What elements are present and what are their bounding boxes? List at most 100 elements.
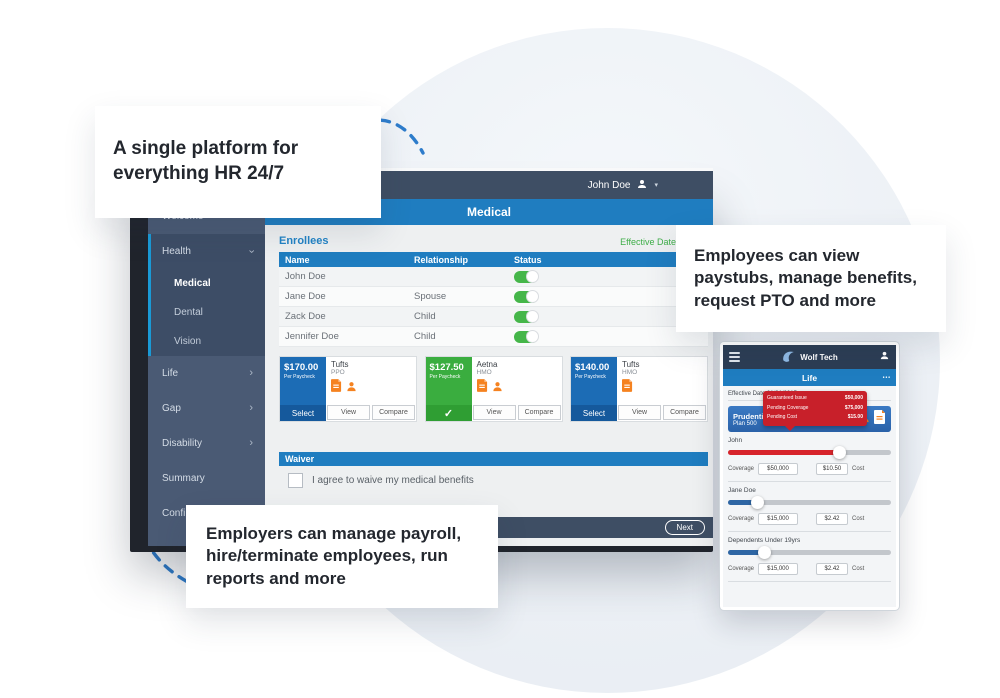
coverage-slider-dependents [728,546,891,559]
plan-card-tufts-ppo: $170.00 Per Paycheck Select Tufts PPO [279,356,417,422]
user-icon[interactable] [636,178,648,193]
cost-value-field[interactable]: $2.42 [816,563,849,575]
divider [728,581,891,582]
column-status: Status [514,254,542,265]
column-relationship: Relationship [414,254,469,265]
desktop-app-window: John Doe ▾ Welcome › Health › Medical De… [148,168,713,546]
cost-value-field[interactable]: $10.50 [816,463,849,475]
chevron-down-icon: › [245,249,258,254]
slider-handle[interactable] [832,446,846,459]
selected-checkmark-icon[interactable]: ✓ [425,405,472,421]
plan-card-tufts-hmo: $140.00 Per Paycheck Select Tufts HMO [570,356,708,422]
view-button[interactable]: View [472,405,516,420]
sidebar-item-life[interactable]: Life › [162,367,253,380]
compare-button[interactable]: Compare [517,405,561,420]
plan-type: HMO [622,369,638,376]
select-plan-button[interactable]: Select [571,405,617,421]
slider-track[interactable] [728,550,891,555]
effective-date-label: Effective Date [620,237,676,247]
plan-cards: $170.00 Per Paycheck Select Tufts PPO [279,356,708,422]
slider-track[interactable] [728,500,891,505]
document-icon[interactable] [622,379,633,397]
callout-employees: Employees can view paystubs, manage bene… [676,225,946,333]
user-icon[interactable] [879,348,890,366]
status-toggle[interactable] [514,269,539,283]
provider-person-icon[interactable] [492,379,503,397]
sidebar-item-gap[interactable]: Gap › [162,402,253,415]
sidebar-item-health[interactable]: Health › [162,246,258,257]
document-icon[interactable] [874,409,886,429]
plan-carrier: Tufts [331,360,349,369]
table-row: John Doe [279,267,708,287]
chevron-right-icon: › [249,367,253,379]
waiver-checkbox-label: I agree to waive my medical benefits [312,475,474,486]
callout-employers: Employers can manage payroll, hire/termi… [186,505,498,609]
plan-carrier: Aetna [476,360,498,369]
plan-price-period: Per Paycheck [429,374,461,380]
plan-price-period: Per Paycheck [284,374,315,380]
document-icon[interactable] [476,379,488,397]
coverage-value-field[interactable]: $15,000 [758,513,799,525]
compare-button[interactable]: Compare [663,405,706,420]
status-toggle[interactable] [514,289,539,303]
document-icon[interactable] [331,379,342,397]
provider-person-icon[interactable] [346,379,357,397]
callout-platform: A single platform for everything HR 24/7 [95,106,381,219]
slider-handle[interactable] [757,546,771,559]
coverage-value-field[interactable]: $15,000 [758,563,799,575]
coverage-tooltip: Guaranteed Issue $50,000 Pending Coverage… [763,391,867,430]
mobile-plan-name: Prudential Life [733,411,786,421]
sidebar-item-summary[interactable]: Summary [162,473,205,484]
overflow-menu-icon[interactable]: ••• [882,374,891,381]
compare-button[interactable]: Compare [372,405,415,420]
sidebar-item-medical[interactable]: Medical [174,278,211,289]
coverage-row: Coverage $50,000 $10.50 Cost [728,463,891,475]
slider-handle[interactable] [751,496,765,509]
cost-value-field[interactable]: $2.42 [816,513,849,525]
chevron-right-icon: › [249,437,253,449]
waiver-section-title: Waiver [279,452,708,466]
plan-type: PPO [331,369,345,376]
table-row: Jane Doe Spouse [279,287,708,307]
plan-price: $140.00 [575,362,610,373]
topbar-username[interactable]: John Doe [587,179,631,191]
mobile-topbar: Wolf Tech [723,345,896,369]
sidebar-nav: Welcome › Health › Medical Dental Vision… [148,199,265,546]
divider [728,481,891,482]
sidebar-group-health: Health › Medical Dental Vision [148,234,265,356]
wolf-logo-icon [781,349,796,366]
sidebar-item-vision[interactable]: Vision [174,336,202,347]
slider-label-dependents: Dependents Under 19yrs [728,537,801,544]
main-content: Medical Enrollees Effective Date Name Re… [265,199,713,546]
plan-price-period: Per Paycheck [575,374,606,380]
sidebar-item-dental[interactable]: Dental [174,307,203,318]
coverage-row: Coverage $15,000 $2.42 Cost [728,563,891,575]
waiver-checkbox[interactable] [288,473,303,488]
divider [728,531,891,532]
view-button[interactable]: View [327,405,370,420]
select-plan-button[interactable]: Select [280,405,326,421]
status-toggle[interactable] [514,329,539,343]
plan-carrier: Tufts [622,360,640,369]
chevron-right-icon: › [249,402,253,414]
status-toggle[interactable] [514,309,539,323]
plan-price: $170.00 [284,362,319,373]
app-name: Wolf Tech [800,352,838,362]
slider-label-john: John [728,437,743,444]
mobile-app-window: Wolf Tech Life ••• Effective Date 01/01/… [719,341,900,611]
next-button[interactable]: Next [664,520,705,535]
table-row: Jennifer Doe Child [279,327,708,347]
hamburger-menu-icon[interactable] [729,352,740,362]
mobile-plan-number: Plan 500 [733,420,757,427]
view-button[interactable]: View [618,405,661,420]
coverage-value-field[interactable]: $50,000 [758,463,799,475]
coverage-slider-john [728,446,891,459]
slider-label-jane: Jane Doe [728,487,756,494]
user-menu-caret-icon[interactable]: ▾ [654,182,658,189]
sidebar-item-disability[interactable]: Disability › [162,437,253,450]
plan-card-aetna-hmo: $127.50 Per Paycheck ✓ Aetna HMO [424,356,563,422]
enrollees-title: Enrollees [279,235,329,247]
coverage-slider-jane [728,496,891,509]
mobile-page-title: Life [801,372,818,383]
